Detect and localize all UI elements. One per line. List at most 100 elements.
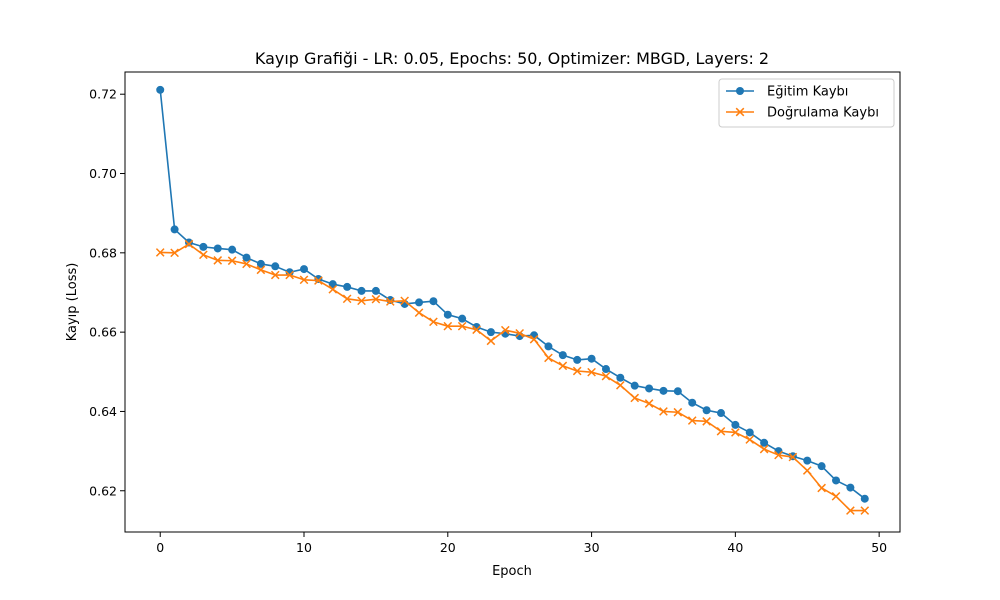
- x-axis-label: Epoch: [492, 564, 532, 579]
- data-point: [242, 259, 251, 269]
- data-point: [788, 452, 798, 462]
- data-point: [328, 280, 337, 289]
- data-point: [846, 506, 855, 515]
- data-point: [156, 85, 165, 94]
- chart-title: Kayıp Grafiği - LR: 0.05, Epochs: 50, Op…: [255, 49, 769, 68]
- data-point: [731, 428, 740, 437]
- series-2: [155, 239, 870, 515]
- series-1: [156, 85, 869, 503]
- data-point: [759, 444, 769, 454]
- data-point: [802, 466, 812, 475]
- series-line: [160, 243, 865, 512]
- data-point: [443, 321, 453, 331]
- data-point: [515, 328, 525, 338]
- data-point: [414, 308, 424, 318]
- data-point: [558, 351, 567, 360]
- data-point: [573, 355, 582, 364]
- data-point: [529, 334, 539, 344]
- data-point: [299, 275, 309, 285]
- data-point: [774, 450, 783, 460]
- data-point: [616, 380, 625, 390]
- data-point: [817, 462, 826, 471]
- data-point: [256, 259, 265, 268]
- data-point: [357, 286, 366, 295]
- data-point: [213, 244, 222, 253]
- data-point: [745, 435, 755, 444]
- data-point: [544, 353, 553, 363]
- data-point: [745, 428, 754, 437]
- data-point: [371, 294, 381, 304]
- legend-entry: Doğrulama Kaybı: [726, 106, 879, 121]
- data-point: [831, 491, 841, 501]
- data-point: [271, 262, 280, 271]
- data-point: [458, 314, 467, 323]
- data-point: [630, 381, 639, 390]
- axes-frame: [124, 71, 901, 533]
- data-point: [199, 242, 208, 251]
- data-point: [242, 253, 251, 262]
- data-point: [702, 406, 711, 415]
- data-point: [645, 384, 654, 393]
- x-tick-label: 30: [584, 540, 600, 555]
- data-point: [860, 494, 869, 503]
- data-point: [443, 310, 452, 319]
- data-point: [270, 270, 280, 280]
- data-point: [544, 342, 553, 351]
- data-point: [170, 225, 179, 234]
- data-point: [601, 371, 611, 381]
- data-point: [415, 298, 424, 307]
- legend-label: Doğrulama Kaybı: [767, 106, 879, 121]
- legend-marker: [735, 107, 745, 117]
- data-point: [342, 294, 352, 304]
- legend-label: Eğitim Kaybı: [767, 85, 848, 100]
- x-tick-label: 10: [296, 540, 312, 555]
- data-point: [716, 426, 726, 436]
- data-point: [860, 506, 870, 515]
- data-point: [184, 239, 194, 249]
- data-point: [587, 354, 596, 363]
- data-point: [572, 366, 582, 376]
- data-point: [371, 286, 380, 295]
- data-point: [803, 456, 812, 465]
- y-tick-label: 0.70: [89, 166, 117, 181]
- data-point: [170, 248, 179, 258]
- data-point: [400, 296, 409, 306]
- data-point: [817, 483, 826, 493]
- legend-box: [718, 78, 895, 128]
- data-point: [429, 297, 438, 306]
- data-point: [673, 387, 682, 396]
- data-point: [702, 417, 711, 426]
- data-point: [285, 270, 294, 280]
- data-point: [644, 399, 654, 408]
- legend-marker: [736, 87, 744, 95]
- x-axis-ticks: 0 10 20 30 40 50: [156, 532, 887, 555]
- legend: Eğitim Kaybı Doğrulama Kaybı: [718, 78, 895, 128]
- data-point: [601, 365, 610, 374]
- data-point: [385, 297, 395, 306]
- plot-area: [124, 71, 901, 533]
- x-tick-label: 0: [156, 540, 164, 555]
- data-point: [227, 256, 237, 266]
- data-point: [846, 483, 855, 492]
- data-point: [155, 248, 165, 257]
- data-point: [760, 438, 769, 447]
- data-point: [429, 317, 438, 327]
- legend-entry: Eğitim Kaybı: [726, 85, 848, 100]
- data-point: [357, 296, 366, 306]
- data-point: [300, 265, 309, 274]
- y-tick-label: 0.62: [89, 483, 117, 498]
- data-point: [731, 420, 740, 429]
- data-point: [659, 407, 668, 416]
- data-point: [256, 265, 266, 275]
- data-point: [587, 367, 596, 377]
- data-point: [716, 409, 725, 418]
- data-point: [832, 476, 841, 485]
- data-point: [673, 407, 683, 417]
- data-point: [457, 321, 467, 331]
- y-tick-label: 0.72: [89, 87, 117, 102]
- data-point: [386, 296, 395, 305]
- data-point: [500, 325, 510, 335]
- data-point: [630, 393, 640, 403]
- data-point: [659, 386, 668, 395]
